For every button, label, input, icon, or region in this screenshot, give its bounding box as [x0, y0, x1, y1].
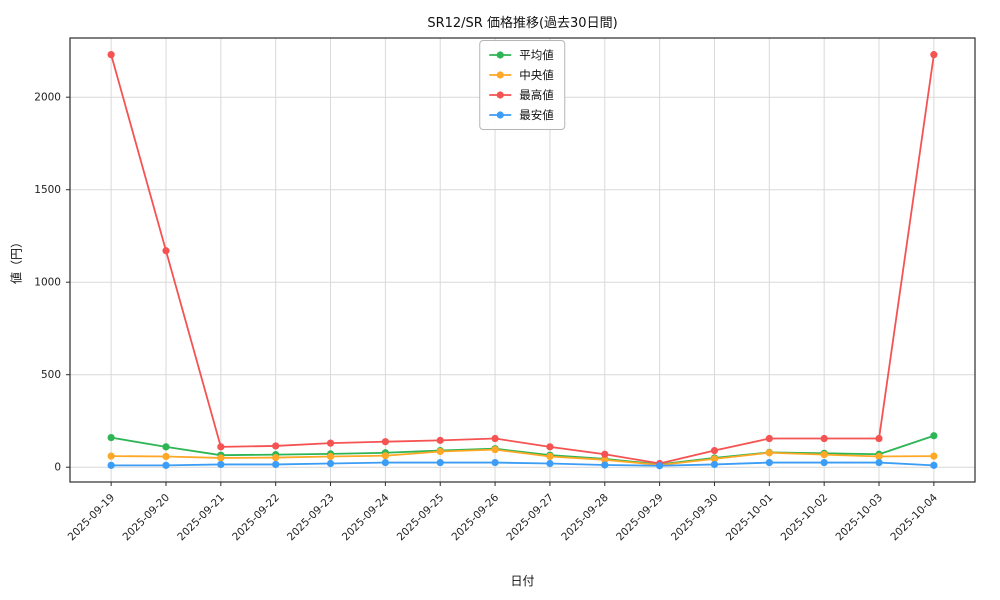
series-marker [820, 434, 828, 443]
series-line [110, 434, 935, 466]
x-tick-label: 2025-10-02 [779, 492, 831, 544]
x-tick-label: 2025-09-20 [120, 492, 172, 544]
x-tick-label: 2025-09-21 [175, 492, 227, 544]
series-marker [710, 446, 719, 455]
legend-item: 中央値 [488, 67, 554, 83]
series-marker [436, 447, 444, 456]
series-marker [381, 458, 389, 467]
series-marker [326, 459, 335, 468]
x-tick-label: 2025-09-26 [450, 491, 502, 543]
series-marker [381, 452, 389, 460]
legend: 平均値中央値最高値最安値 [479, 40, 565, 130]
series-marker [765, 458, 773, 467]
series-marker [875, 452, 883, 461]
series-line [110, 54, 935, 465]
series-marker [601, 450, 609, 458]
series-marker [272, 442, 280, 450]
series-marker [326, 439, 335, 447]
series-marker [162, 461, 170, 469]
series-marker [601, 461, 609, 469]
x-tick-label: 2025-09-23 [285, 492, 337, 544]
series-marker [107, 51, 115, 59]
series-marker [765, 434, 773, 443]
series-marker [546, 443, 554, 451]
legend-item: 最安値 [488, 107, 554, 123]
series-marker [107, 452, 115, 460]
x-tick-label: 2025-09-30 [669, 492, 721, 544]
series-marker [710, 455, 719, 463]
series-marker [107, 461, 115, 469]
legend-marker-icon [489, 71, 512, 79]
x-tick-label: 2025-09-24 [340, 491, 392, 543]
legend-label: 平均値 [519, 48, 554, 62]
legend-marker-icon [489, 111, 512, 119]
series-marker [162, 443, 170, 451]
legend-item: 平均値 [488, 47, 554, 63]
series-marker [765, 449, 773, 457]
series-marker [546, 459, 554, 468]
series-marker [272, 453, 280, 462]
x-tick-label: 2025-10-03 [833, 492, 885, 544]
series-marker [491, 458, 499, 467]
x-tick-label: 2025-09-27 [504, 492, 556, 544]
series-marker [162, 247, 170, 255]
series-marker [436, 458, 444, 467]
series-marker [546, 452, 554, 461]
series-marker [930, 432, 938, 440]
series-marker [710, 460, 719, 469]
series-line [111, 461, 934, 467]
series-marker [820, 458, 828, 467]
y-tick-label: 2000 [34, 92, 61, 104]
x-tick-label: 2025-09-29 [614, 492, 666, 544]
series-marker [436, 436, 444, 444]
chart-title: SR12/SR 価格推移(過去30日間) [427, 16, 618, 31]
legend-marker-icon [489, 51, 512, 59]
series-marker [491, 434, 499, 443]
axes-frame [69, 37, 976, 483]
x-tick-label: 2025-10-01 [724, 492, 776, 544]
x-tick-label: 2025-09-25 [395, 492, 447, 544]
series-marker [656, 462, 664, 470]
x-tick-label: 2025-09-22 [230, 492, 282, 544]
series-marker [875, 458, 883, 467]
series-marker [491, 446, 499, 454]
legend-label: 中央値 [519, 68, 554, 82]
legend-marker-icon [489, 91, 512, 99]
x-tick-label: 2025-10-04 [888, 491, 940, 543]
legend-label: 最高値 [519, 88, 554, 102]
series-line [111, 448, 934, 466]
legend-label: 最安値 [519, 108, 554, 122]
series-marker [930, 461, 938, 469]
series-marker [820, 451, 828, 459]
series-marker [107, 434, 115, 442]
series-marker [930, 452, 938, 460]
series-marker [217, 454, 225, 462]
series-marker [875, 434, 883, 443]
series-marker [217, 443, 225, 451]
series-marker [601, 456, 609, 464]
y-tick-label: 0 [54, 462, 61, 474]
legend-item: 最高値 [488, 87, 554, 103]
x-tick-label: 2025-09-19 [66, 492, 118, 544]
series-marker [217, 460, 225, 469]
series-marker [326, 452, 335, 461]
y-tick-label: 1500 [34, 184, 61, 196]
y-tick-label: 500 [41, 369, 61, 381]
series-marker [930, 51, 938, 59]
y-tick-label: 1000 [34, 277, 61, 289]
series-marker [162, 452, 170, 461]
series-marker [272, 460, 280, 469]
x-tick-label: 2025-09-28 [559, 492, 611, 544]
series-marker [381, 438, 389, 446]
x-axis-label: 日付 [510, 574, 535, 588]
